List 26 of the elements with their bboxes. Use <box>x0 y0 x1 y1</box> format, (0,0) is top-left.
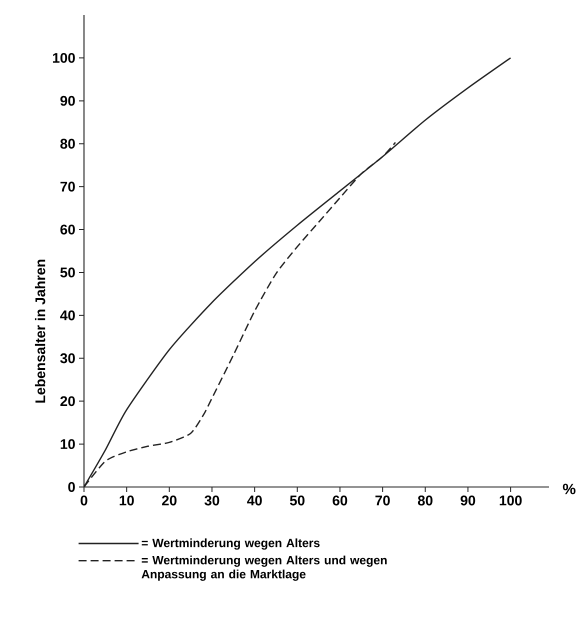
y-tick-label: 80 <box>60 138 75 149</box>
x-tick-label: 20 <box>162 496 176 506</box>
x-tick-label: 100 <box>500 496 522 506</box>
x-axis-title: % <box>562 484 576 494</box>
x-tick-label: 30 <box>204 496 220 506</box>
y-tick-label: 20 <box>60 396 75 406</box>
y-tick-label: 100 <box>52 52 75 63</box>
y-tick-label: 0 <box>68 482 75 492</box>
legend-label: = Wertminderung wegen Alters <box>142 538 320 550</box>
y-tick-label: 60 <box>60 224 75 235</box>
y-tick-label: 40 <box>60 310 75 320</box>
x-tick-label: 60 <box>332 496 348 506</box>
y-tick-label: 30 <box>60 353 75 364</box>
x-tick-label: 50 <box>290 496 304 506</box>
y-tick-label: 70 <box>60 182 75 192</box>
legend-label: = Wertminderung wegen Alters und wegen Anpassung an die Marktlage <box>141 556 387 581</box>
y-tick-label: 50 <box>60 267 75 278</box>
x-tick-label: 80 <box>418 496 432 506</box>
x-tick-label: 10 <box>120 496 134 506</box>
x-tick-label: 70 <box>375 496 390 506</box>
x-tick-label: 90 <box>460 496 476 506</box>
y-tick-label: 10 <box>60 439 75 450</box>
x-tick-label: 0 <box>80 496 88 506</box>
x-tick-label: 40 <box>246 496 262 506</box>
y-tick-label: 90 <box>60 96 75 106</box>
y-axis-title: Lebensalter in Jahren <box>34 260 46 403</box>
